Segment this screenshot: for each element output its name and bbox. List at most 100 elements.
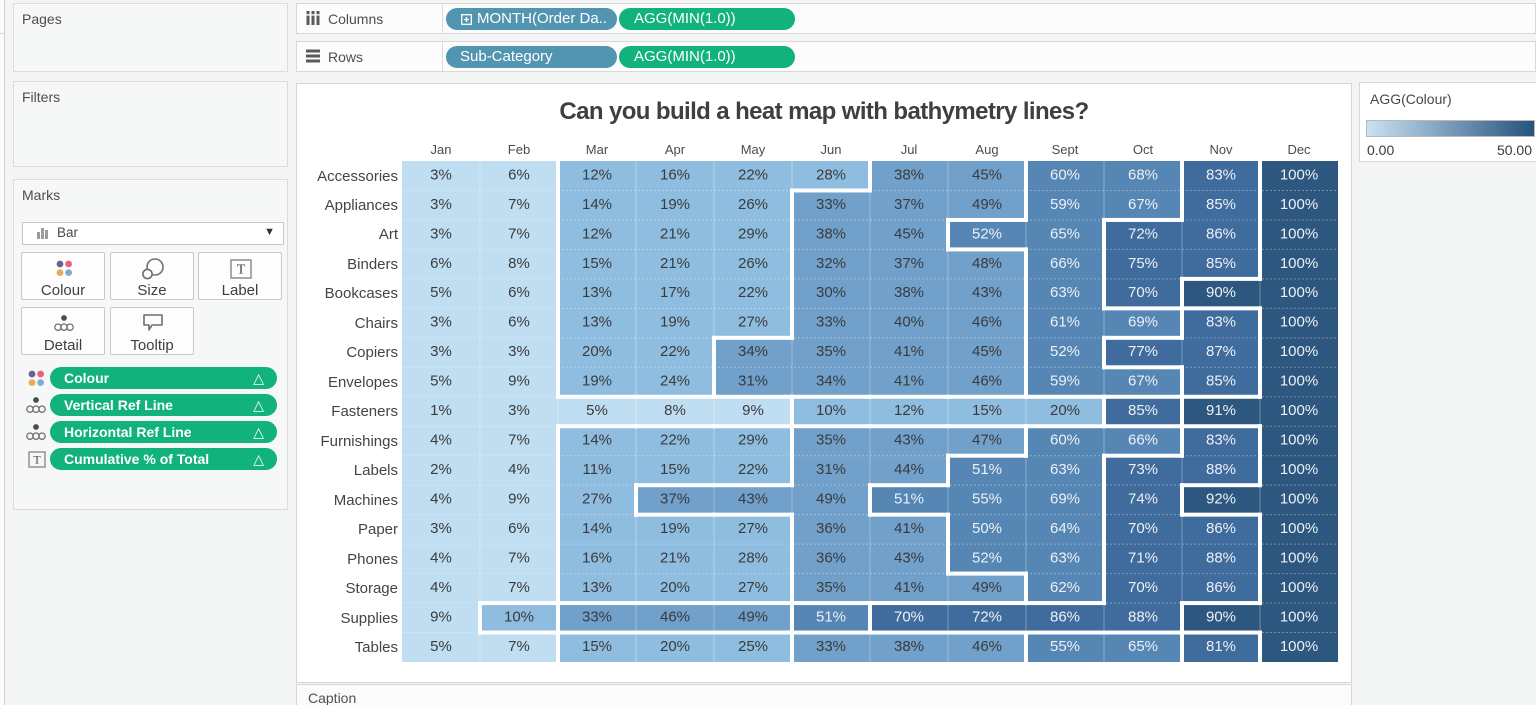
svg-text:22%: 22% xyxy=(660,343,690,360)
svg-text:88%: 88% xyxy=(1206,461,1236,478)
svg-text:100%: 100% xyxy=(1280,314,1318,331)
svg-text:25%: 25% xyxy=(738,638,768,655)
svg-text:88%: 88% xyxy=(1128,608,1158,625)
svg-text:72%: 72% xyxy=(1128,225,1158,242)
svg-text:38%: 38% xyxy=(816,225,846,242)
svg-text:51%: 51% xyxy=(972,461,1002,478)
svg-text:85%: 85% xyxy=(1128,402,1158,419)
svg-text:7%: 7% xyxy=(508,432,530,449)
svg-text:22%: 22% xyxy=(738,166,768,183)
svg-text:7%: 7% xyxy=(508,549,530,566)
svg-text:43%: 43% xyxy=(894,432,924,449)
svg-text:49%: 49% xyxy=(816,491,846,508)
svg-text:16%: 16% xyxy=(582,549,612,566)
svg-text:6%: 6% xyxy=(508,520,530,537)
svg-text:46%: 46% xyxy=(972,373,1002,390)
svg-text:13%: 13% xyxy=(582,284,612,301)
svg-text:52%: 52% xyxy=(1050,343,1080,360)
svg-text:14%: 14% xyxy=(582,432,612,449)
svg-text:26%: 26% xyxy=(738,255,768,272)
svg-text:90%: 90% xyxy=(1206,608,1236,625)
svg-text:52%: 52% xyxy=(972,549,1002,566)
svg-text:87%: 87% xyxy=(1206,343,1236,360)
svg-text:91%: 91% xyxy=(1206,402,1236,419)
svg-text:72%: 72% xyxy=(972,608,1002,625)
svg-text:21%: 21% xyxy=(660,255,690,272)
svg-text:3%: 3% xyxy=(430,520,452,537)
svg-text:49%: 49% xyxy=(738,608,768,625)
svg-text:36%: 36% xyxy=(816,520,846,537)
svg-text:T: T xyxy=(33,453,41,467)
svg-text:86%: 86% xyxy=(1206,520,1236,537)
svg-text:41%: 41% xyxy=(894,373,924,390)
svg-text:63%: 63% xyxy=(1050,461,1080,478)
svg-text:15%: 15% xyxy=(582,255,612,272)
svg-text:74%: 74% xyxy=(1128,491,1158,508)
svg-text:37%: 37% xyxy=(894,196,924,213)
svg-text:88%: 88% xyxy=(1206,549,1236,566)
svg-text:28%: 28% xyxy=(816,166,846,183)
svg-text:49%: 49% xyxy=(972,196,1002,213)
svg-text:100%: 100% xyxy=(1280,608,1318,625)
svg-text:7%: 7% xyxy=(508,196,530,213)
svg-text:35%: 35% xyxy=(816,343,846,360)
svg-text:100%: 100% xyxy=(1280,638,1318,655)
svg-text:10%: 10% xyxy=(504,608,534,625)
svg-text:5%: 5% xyxy=(430,284,452,301)
svg-text:47%: 47% xyxy=(972,432,1002,449)
svg-text:100%: 100% xyxy=(1280,284,1318,301)
svg-text:24%: 24% xyxy=(660,373,690,390)
svg-text:60%: 60% xyxy=(1050,166,1080,183)
svg-text:22%: 22% xyxy=(660,432,690,449)
svg-text:69%: 69% xyxy=(1050,491,1080,508)
svg-text:4%: 4% xyxy=(430,549,452,566)
svg-text:9%: 9% xyxy=(430,608,452,625)
svg-text:100%: 100% xyxy=(1280,225,1318,242)
svg-text:38%: 38% xyxy=(894,284,924,301)
svg-text:86%: 86% xyxy=(1206,579,1236,596)
svg-text:15%: 15% xyxy=(660,461,690,478)
svg-text:27%: 27% xyxy=(738,520,768,537)
svg-text:T: T xyxy=(237,263,246,278)
svg-text:36%: 36% xyxy=(816,549,846,566)
svg-text:34%: 34% xyxy=(738,343,768,360)
svg-text:5%: 5% xyxy=(430,638,452,655)
svg-text:4%: 4% xyxy=(430,432,452,449)
svg-text:4%: 4% xyxy=(508,461,530,478)
svg-text:19%: 19% xyxy=(582,373,612,390)
svg-text:16%: 16% xyxy=(660,166,690,183)
svg-text:6%: 6% xyxy=(430,255,452,272)
svg-text:100%: 100% xyxy=(1280,343,1318,360)
svg-text:12%: 12% xyxy=(894,402,924,419)
svg-text:70%: 70% xyxy=(894,608,924,625)
svg-text:1%: 1% xyxy=(430,402,452,419)
svg-text:86%: 86% xyxy=(1050,608,1080,625)
svg-text:6%: 6% xyxy=(508,314,530,331)
svg-text:90%: 90% xyxy=(1206,284,1236,301)
svg-text:11%: 11% xyxy=(583,461,612,478)
svg-text:43%: 43% xyxy=(972,284,1002,301)
svg-text:7%: 7% xyxy=(508,638,530,655)
svg-text:27%: 27% xyxy=(582,491,612,508)
svg-text:41%: 41% xyxy=(894,520,924,537)
svg-text:67%: 67% xyxy=(1128,196,1158,213)
svg-text:92%: 92% xyxy=(1206,491,1236,508)
svg-text:83%: 83% xyxy=(1206,166,1236,183)
svg-text:13%: 13% xyxy=(582,314,612,331)
svg-text:22%: 22% xyxy=(738,461,768,478)
svg-text:41%: 41% xyxy=(894,579,924,596)
svg-text:30%: 30% xyxy=(816,284,846,301)
svg-text:35%: 35% xyxy=(816,579,846,596)
svg-text:46%: 46% xyxy=(972,314,1002,331)
svg-text:19%: 19% xyxy=(660,520,690,537)
svg-text:3%: 3% xyxy=(430,343,452,360)
svg-text:35%: 35% xyxy=(816,432,846,449)
svg-text:86%: 86% xyxy=(1206,225,1236,242)
svg-text:29%: 29% xyxy=(738,225,768,242)
svg-text:28%: 28% xyxy=(738,549,768,566)
svg-text:31%: 31% xyxy=(816,461,846,478)
svg-text:100%: 100% xyxy=(1280,196,1318,213)
svg-text:100%: 100% xyxy=(1280,402,1318,419)
svg-text:8%: 8% xyxy=(508,255,530,272)
svg-text:71%: 71% xyxy=(1128,549,1158,566)
